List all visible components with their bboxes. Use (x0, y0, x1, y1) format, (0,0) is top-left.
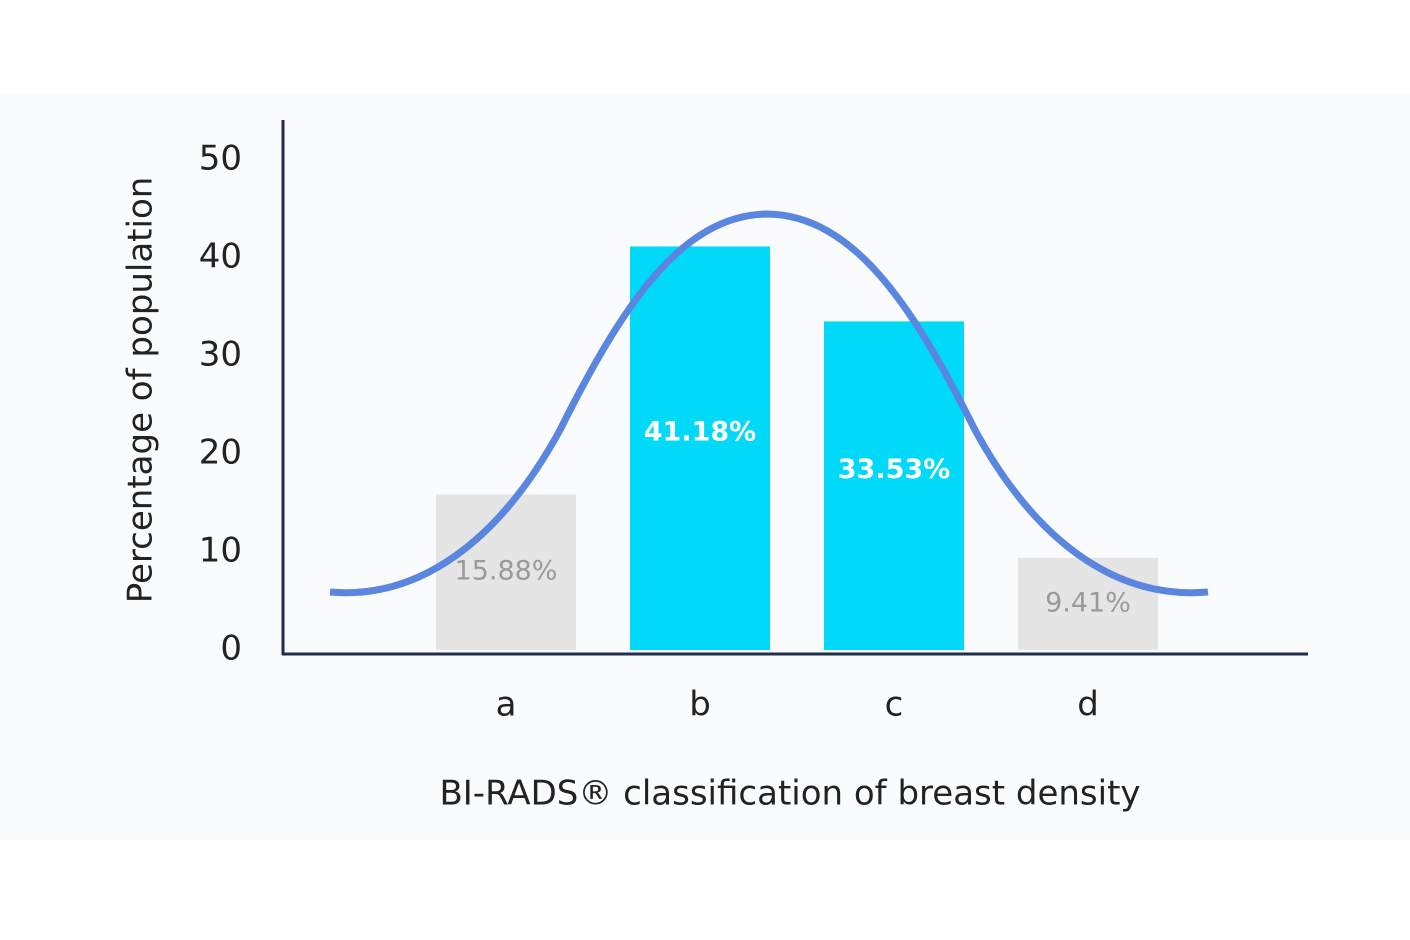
y-axis-title: Percentage of population (121, 177, 161, 604)
bar (1018, 557, 1158, 650)
y-tick-label: 40 (199, 237, 242, 277)
x-tick-label: a (496, 685, 517, 725)
value-label: 15.88% (455, 556, 558, 587)
y-tick-label: 10 (199, 531, 242, 571)
value-label: 9.41% (1045, 587, 1131, 618)
bar (630, 246, 770, 650)
y-tick-label: 20 (199, 433, 242, 473)
value-label: 33.53% (838, 454, 950, 485)
bar (436, 494, 576, 650)
y-tick-label: 50 (199, 139, 242, 179)
x-tick-label: c (885, 685, 904, 725)
bar (824, 321, 964, 650)
value-label: 41.18% (644, 417, 756, 448)
x-tick-label: b (689, 685, 711, 725)
labels: 0 10 20 30 40 50 a 15.88% b 41.18% c 33.53% d 9.41% (199, 139, 1131, 725)
bell-curve (329, 210, 1209, 597)
y-tick-label: 30 (199, 335, 242, 375)
x-axis-title: BI-RADS® classification of breast densit… (439, 774, 1140, 814)
y-tick-label: 0 (220, 629, 242, 669)
x-tick-label: d (1077, 685, 1099, 725)
plot-area (436, 246, 1158, 650)
